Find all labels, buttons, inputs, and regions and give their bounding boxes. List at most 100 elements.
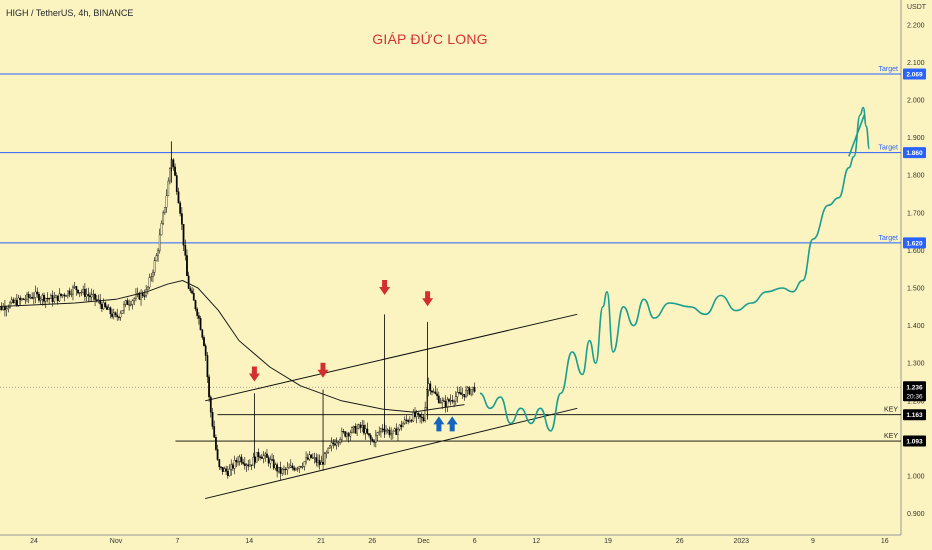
y-tick-label: 1.200 [907,398,925,405]
y-tick-label: 1.000 [907,474,925,481]
candle-body [209,396,212,413]
candle-body [274,464,277,469]
y-tick-label: 1.300 [907,361,925,368]
target-label: Target [879,145,899,152]
candle-body [320,462,323,465]
candle-body [160,223,163,236]
candle-body [272,459,275,469]
y-tick-label: 1.700 [907,210,925,217]
x-tick-label: 12 [532,538,540,545]
candle-body [191,290,193,294]
candle-body [146,286,149,290]
candle-body [72,286,74,295]
candle-body [199,318,202,331]
candle-body [5,308,8,311]
candle-body [269,459,272,464]
candle-body [216,449,219,460]
candle-body [38,293,40,301]
candle-body [196,308,199,316]
candle-countdown: 20:36 [906,393,923,400]
candle-body [92,293,95,296]
candle-body [242,462,244,464]
candle-body [454,396,457,402]
candle-body [226,471,229,477]
candle-body [240,456,243,463]
candle-body [300,466,302,468]
candle-body [356,428,358,434]
candle-body [152,271,154,277]
candle-body [109,307,112,315]
candle-body [415,412,418,417]
candle-body [468,387,471,395]
candle-body [303,461,306,467]
candle-body [276,464,279,472]
candle-body [436,393,438,397]
candle-body [293,467,296,471]
candle-body [374,434,377,443]
candle-body [14,300,16,303]
target-price-badge [903,147,926,159]
candle-body [39,298,42,301]
candle-body [21,298,23,300]
arrow-up-icon [446,416,458,432]
candle-body [419,414,421,418]
candle-body [368,433,370,436]
candle-body [385,430,387,432]
candle-body [133,298,136,302]
candle-body [437,395,440,403]
x-tick-label: 6 [473,538,477,545]
candle-body [402,423,404,428]
candle-body [65,295,68,297]
candle-body [63,294,66,297]
candle-body [230,464,233,470]
candle-body [408,420,411,422]
candle-body [431,390,433,393]
candle-body [465,390,467,398]
candle-body [111,313,113,317]
candle-body [267,457,270,464]
candle-body [22,298,25,300]
candle-body [7,307,10,309]
candle-body [179,202,182,214]
candle-body [215,437,217,450]
candle-body [119,313,122,318]
candle-body [189,288,192,292]
price-unit-label: USDT [907,4,927,11]
candle-body [223,468,226,472]
candle-body [339,439,341,443]
candle-body [121,310,124,314]
x-tick-label: 16 [881,538,889,545]
candle-body [182,224,185,246]
y-tick-label: 2.100 [907,60,925,67]
candle-body [288,467,290,469]
candle-body [403,419,406,424]
candle-body [174,166,176,176]
candle-body [390,433,393,436]
candle-body [66,290,69,297]
key-label: KEY [884,433,898,440]
candle-body [126,300,129,305]
candle-body [101,303,103,310]
candle-body [448,399,450,402]
y-tick-label: 1.400 [907,323,925,330]
candle-body [305,457,307,462]
candle-body [393,428,396,432]
candle-body [141,292,144,296]
y-tick-label: 2.200 [907,22,925,29]
candle-body [26,294,28,300]
candle-body [386,429,389,431]
target-label: Target [879,66,899,73]
candle-body [53,297,56,302]
y-tick-label: 1.900 [907,135,925,142]
candle-body [220,466,222,468]
x-tick-label: 26 [676,538,684,545]
candle-body [162,212,165,224]
candle-body [301,466,304,468]
candle-body [44,297,47,302]
candle-body [380,428,382,433]
candle-body [397,428,399,435]
candle-body [167,180,170,197]
candle-body [55,295,57,299]
candle-body [203,337,205,346]
